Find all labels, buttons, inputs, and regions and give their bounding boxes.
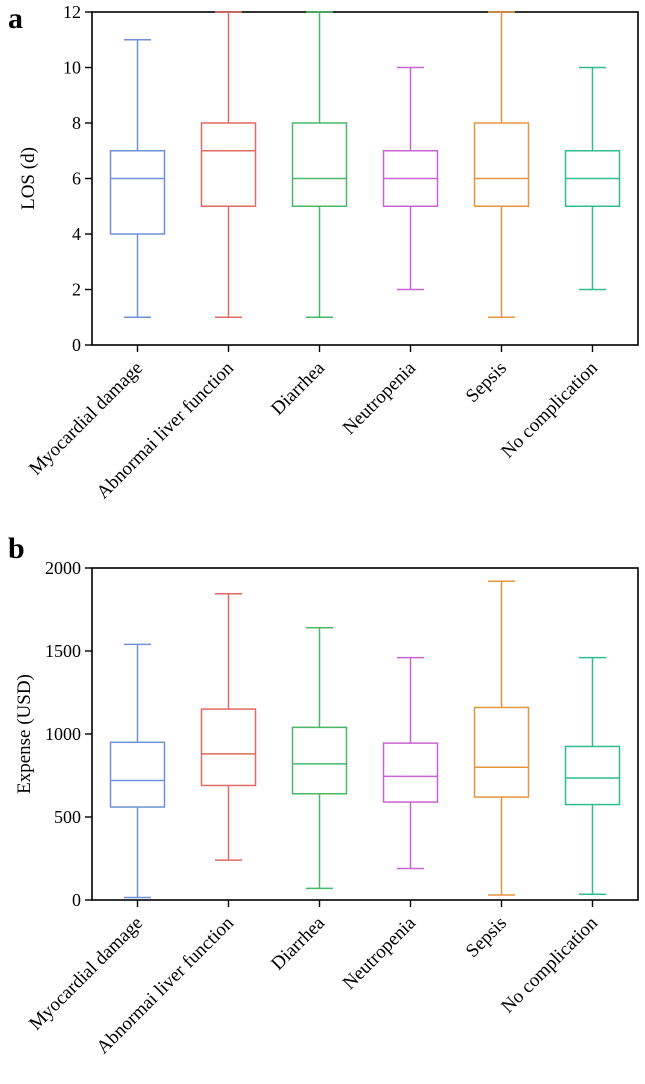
iqr-box (473, 706, 530, 798)
y-tick-label: 500 (54, 807, 81, 827)
panel-b-label: b (8, 532, 25, 565)
y-axis-title: LOS (d) (18, 147, 39, 210)
boxplot-neutropenia (382, 656, 439, 870)
iqr-box (291, 122, 348, 207)
y-tick-label: 12 (63, 2, 81, 22)
y-tick-label: 2000 (45, 558, 81, 578)
boxplot-abnormai-liver-function (200, 592, 257, 861)
y-tick-label: 2 (72, 280, 81, 300)
x-category-label: Neutropenia (339, 912, 421, 994)
y-tick-label: 1500 (45, 641, 81, 661)
y-tick-label: 8 (72, 113, 81, 133)
iqr-box (109, 150, 166, 235)
iqr-box (109, 741, 166, 808)
boxplot-myocardial-damage (109, 643, 166, 899)
boxplot-diarrhea (291, 11, 348, 318)
boxplot-diarrhea (291, 627, 348, 890)
plot-frame (91, 567, 639, 901)
x-category-label: Sepsis (462, 913, 511, 962)
x-category-label: No complication (497, 912, 602, 1017)
iqr-box (291, 726, 348, 795)
y-tick-label: 10 (63, 58, 81, 78)
boxplot-no-complication (564, 656, 621, 895)
boxplot-no-complication (564, 66, 621, 291)
panel-a-label: a (8, 2, 23, 35)
iqr-box (200, 122, 257, 207)
x-category-label: Diarrhea (267, 912, 329, 974)
y-tick-label: 0 (72, 890, 81, 910)
iqr-box (200, 708, 257, 787)
y-axis-title: Expense (USD) (14, 674, 35, 794)
boxplot-myocardial-damage (109, 39, 166, 318)
y-tick-label: 1000 (45, 724, 81, 744)
y-tick-label: 4 (72, 224, 81, 244)
y-tick-label: 0 (72, 335, 81, 355)
boxplot-sepsis (473, 11, 530, 318)
x-category-label: Sepsis (462, 358, 511, 407)
x-category-label: Diarrhea (267, 357, 329, 419)
boxplot-abnormai-liver-function (200, 11, 257, 318)
x-category-label: No complication (497, 357, 602, 462)
y-tick-label: 6 (72, 169, 81, 189)
boxplot-neutropenia (382, 66, 439, 291)
iqr-box (473, 122, 530, 207)
iqr-box (564, 745, 621, 806)
x-category-label: Neutropenia (339, 357, 421, 439)
boxplot-sepsis (473, 580, 530, 896)
iqr-box (382, 742, 439, 803)
plot-frame (91, 11, 639, 346)
